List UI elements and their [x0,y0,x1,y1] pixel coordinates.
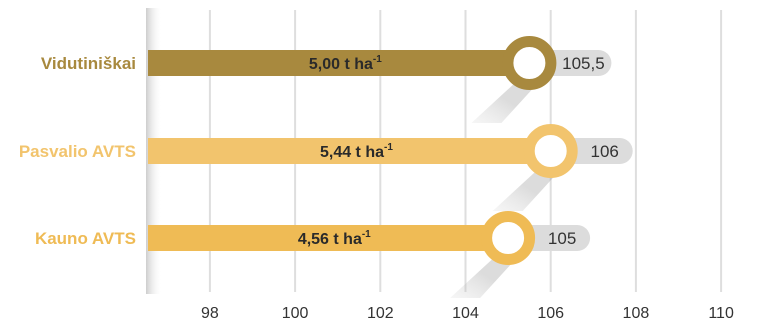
bar-label-superscript: -1 [373,54,382,65]
bar-label-text: 5,44 t ha [320,144,384,161]
x-tick-label: 108 [623,305,650,322]
value-label: 105,5 [562,54,605,73]
bar-label-superscript: -1 [362,229,371,240]
bar-label-text: 4,56 t ha [298,231,362,248]
x-tick-label: 110 [708,305,734,322]
x-tick-label: 106 [537,305,564,322]
marker-ring [502,36,557,90]
x-tick-label: 102 [367,305,394,322]
category-label: Kauno AVTS [35,229,136,248]
category-label: Vidutiniškai [41,54,136,73]
x-tick-label: 100 [282,305,309,322]
bar-label-superscript: -1 [384,142,393,153]
x-tick-label: 98 [201,305,219,322]
bar-0 [148,50,530,76]
marker-ring [523,124,578,178]
bar-2 [148,225,509,251]
x-tick-label: 104 [452,305,479,322]
bar-label: 4,56 t ha-1 [298,229,371,248]
x-axis-ticks: 98 100 102 104 106 108 110 [201,305,734,322]
value-label: 105 [548,229,576,248]
bar-label-text: 5,00 t ha [309,56,373,73]
bar-label: 5,00 t ha-1 [309,54,382,73]
marker-ring [481,211,536,265]
category-label: Pasvalio AVTS [19,142,136,161]
value-label: 106 [591,142,619,161]
bar-1 [148,138,551,164]
bar-label: 5,44 t ha-1 [320,142,393,161]
